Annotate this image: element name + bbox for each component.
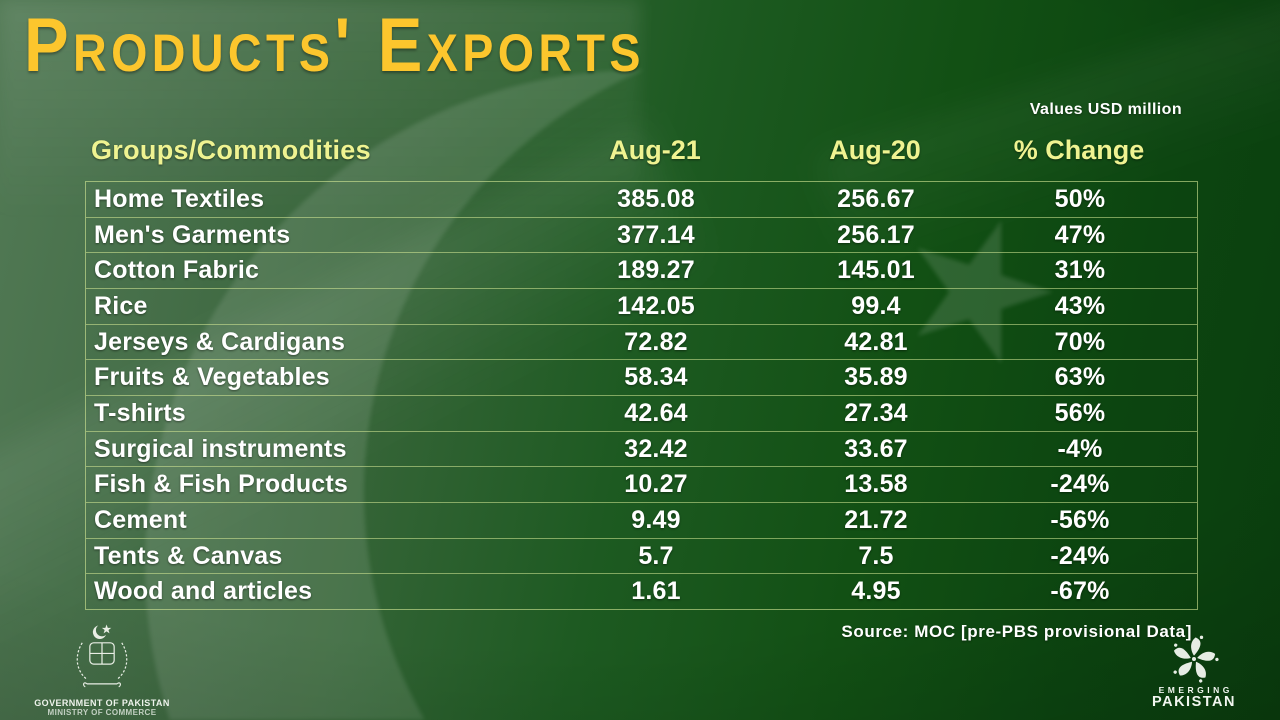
cell-aug21-value: 9.49 [631, 505, 681, 534]
cell-commodity: Rice [94, 291, 148, 320]
cell-aug21-value: 42.64 [624, 398, 688, 427]
cell-aug20-value: 21.72 [844, 505, 908, 534]
table-row: Cement 9.49 21.72 -56% [86, 502, 1197, 538]
cell-aug20-value: 99.4 [851, 291, 901, 320]
ministry-of-commerce-label: MINISTRY OF COMMERCE [47, 708, 157, 717]
cell-aug21-value: 189.27 [617, 256, 695, 285]
pakistan-state-emblem-icon [64, 620, 140, 696]
table-row: Cotton Fabric 189.27 145.01 31% [86, 252, 1197, 288]
cell-commodity: Fruits & Vegetables [94, 363, 330, 392]
cell-commodity: Cotton Fabric [94, 256, 260, 285]
column-header-aug21: Aug-21 [609, 134, 701, 165]
cell-commodity: T-shirts [94, 398, 186, 427]
cell-commodity: Fish & Fish Products [94, 470, 349, 499]
cell-percent-change: 43% [1054, 291, 1106, 320]
cell-percent-change: 63% [1054, 363, 1106, 392]
cell-percent-change: 50% [1054, 184, 1106, 213]
emerging-pakistan-swirl-icon [1173, 635, 1219, 683]
column-header-change: % Change [1013, 134, 1145, 165]
exports-table-body: Home Textiles 385.08 256.67 50% Men's Ga… [85, 181, 1198, 610]
table-row: Fruits & Vegetables 58.34 35.89 63% [86, 359, 1197, 395]
cell-aug21-value: 377.14 [617, 220, 695, 249]
column-header-commodities: Groups/Commodities [91, 134, 371, 165]
cell-aug21-value: 385.08 [617, 184, 695, 213]
cell-percent-change: 56% [1054, 398, 1106, 427]
cell-aug20-value: 27.34 [844, 398, 908, 427]
page-title: Products' Exports [24, 3, 645, 88]
cell-aug20-value: 42.81 [844, 327, 908, 356]
source-note: Source: MOC [pre-PBS provisional Data] [841, 622, 1192, 641]
table-row: Tents & Canvas 5.7 7.5 -24% [86, 537, 1197, 574]
cell-aug21-value: 32.42 [624, 434, 688, 463]
star-shape [917, 220, 1053, 364]
cell-aug20-value: 256.67 [837, 184, 915, 213]
cell-percent-change: -24% [1050, 541, 1110, 570]
table-row: T-shirts 42.64 27.34 56% [86, 395, 1197, 431]
cell-percent-change: 31% [1054, 256, 1106, 285]
cell-percent-change: -4% [1057, 434, 1103, 463]
table-row: Men's Garments 377.14 256.17 47% [86, 216, 1197, 253]
cell-aug21-value: 1.61 [631, 577, 681, 606]
values-unit-note: Values USD million [1029, 101, 1182, 118]
cell-aug21-value: 58.34 [624, 363, 688, 392]
cell-commodity: Tents & Canvas [94, 541, 283, 570]
cell-aug20-value: 35.89 [844, 363, 908, 392]
cell-commodity: Jerseys & Cardigans [94, 327, 346, 356]
cell-commodity: Cement [94, 505, 187, 534]
cell-aug21-value: 5.7 [638, 541, 674, 570]
pakistan-label: PAKISTAN [1152, 694, 1236, 710]
emerging-label: EMERGING [1158, 685, 1233, 695]
cell-aug20-value: 33.67 [844, 434, 908, 463]
table-row: Rice 142.05 99.4 43% [86, 288, 1197, 324]
cell-aug20-value: 256.17 [837, 220, 915, 249]
cell-aug21-value: 142.05 [617, 291, 695, 320]
cell-aug20-value: 13.58 [844, 470, 908, 499]
table-row: Fish & Fish Products 10.27 13.58 -24% [86, 466, 1197, 502]
table-row: Home Textiles 385.08 256.67 50% [86, 182, 1197, 217]
cell-commodity: Home Textiles [94, 184, 265, 213]
cell-percent-change: -56% [1050, 505, 1110, 534]
government-of-pakistan-label: GOVERNMENT OF PAKISTAN [34, 698, 170, 708]
table-row: Wood and articles 1.61 4.95 -67% [86, 573, 1197, 609]
cell-aug20-value: 7.5 [858, 541, 894, 570]
cell-commodity: Surgical instruments [94, 434, 347, 463]
cell-aug21-value: 72.82 [624, 327, 688, 356]
table-header-row: Groups/Commodities Aug-21 Aug-20 % Chang… [85, 132, 1198, 168]
cell-commodity: Wood and articles [94, 577, 313, 606]
cell-aug20-value: 145.01 [837, 256, 915, 285]
emerging-pakistan-block: EMERGING PAKISTAN [1134, 634, 1254, 710]
cell-aug20-value: 4.95 [851, 577, 901, 606]
column-header-aug20: Aug-20 [829, 134, 921, 165]
government-emblem-block: GOVERNMENT OF PAKISTAN MINISTRY OF COMME… [12, 620, 192, 717]
cell-percent-change: 70% [1054, 327, 1106, 356]
cell-percent-change: -24% [1050, 470, 1110, 499]
cell-percent-change: -67% [1050, 577, 1110, 606]
cell-aug21-value: 10.27 [624, 470, 688, 499]
cell-commodity: Men's Garments [94, 220, 291, 249]
table-row: Jerseys & Cardigans 72.82 42.81 70% [86, 323, 1197, 360]
table-row: Surgical instruments 32.42 33.67 -4% [86, 430, 1197, 467]
cell-percent-change: 47% [1054, 220, 1106, 249]
